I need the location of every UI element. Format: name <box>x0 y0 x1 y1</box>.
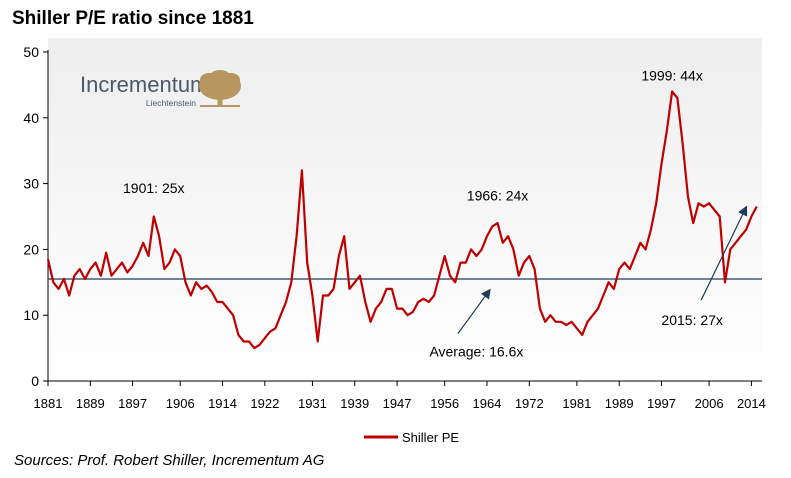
annotation-label: 1901: 25x <box>123 180 185 196</box>
axes: 0 10 20 30 40 50 1881 1889 1897 1906 1914 1922 1931 1… <box>23 44 765 411</box>
logo-name: Incrementum <box>80 72 208 97</box>
x-tick-label: 1997 <box>647 396 676 411</box>
x-tick-label: 1881 <box>34 396 63 411</box>
y-tick-label: 0 <box>31 373 39 389</box>
tree-icon <box>199 70 241 107</box>
annotation-arrow <box>700 205 748 301</box>
x-tick-label: 1914 <box>208 396 237 411</box>
annotation-label: 2015: 27x <box>661 312 723 328</box>
x-tick-label: 1972 <box>515 396 544 411</box>
annotation-arrow <box>457 288 491 334</box>
logo-sub: Liechtenstein <box>146 98 196 108</box>
x-tick-label: 1989 <box>605 396 634 411</box>
x-tick-label: 1964 <box>473 396 502 411</box>
x-tick-label: 1931 <box>298 396 327 411</box>
x-tick-label: 1939 <box>340 396 369 411</box>
legend-label: Shiller PE <box>402 430 459 445</box>
annotation-label: 1966: 24x <box>467 188 529 204</box>
chart-title: Shiller P/E ratio since 1881 <box>12 8 254 29</box>
y-tick-label: 50 <box>23 44 39 60</box>
plot-background <box>48 38 762 384</box>
x-tick-label: 1981 <box>562 396 591 411</box>
x-tick-label: 1947 <box>383 396 412 411</box>
y-tick-label: 20 <box>23 241 39 257</box>
x-tick-label: 2014 <box>737 396 766 411</box>
annotation-label: 1999: 44x <box>641 67 703 83</box>
x-tick-label: 1956 <box>430 396 459 411</box>
y-tick-label: 10 <box>23 307 39 323</box>
x-tick-label: 1906 <box>166 396 195 411</box>
y-tick-label: 30 <box>23 176 39 192</box>
legend: Shiller PE <box>364 430 459 445</box>
annotation-layer: 1901: 25x 1966: 24x 1999: 44x Average: 16.6… <box>123 67 748 360</box>
x-tick-label: 1922 <box>250 396 279 411</box>
x-tick-label: 1889 <box>76 396 105 411</box>
annotation-label: Average: 16.6x <box>429 344 523 360</box>
series-layer <box>46 90 758 350</box>
y-tick-label: 40 <box>23 110 39 126</box>
source-note: Sources: Prof. Robert Shiller, Increment… <box>14 452 325 469</box>
x-tick-label: 2006 <box>695 396 724 411</box>
series-line-shiller-pe <box>46 90 758 350</box>
logo: Incrementum Liechtenstein <box>80 70 241 108</box>
x-tick-label: 1897 <box>118 396 147 411</box>
